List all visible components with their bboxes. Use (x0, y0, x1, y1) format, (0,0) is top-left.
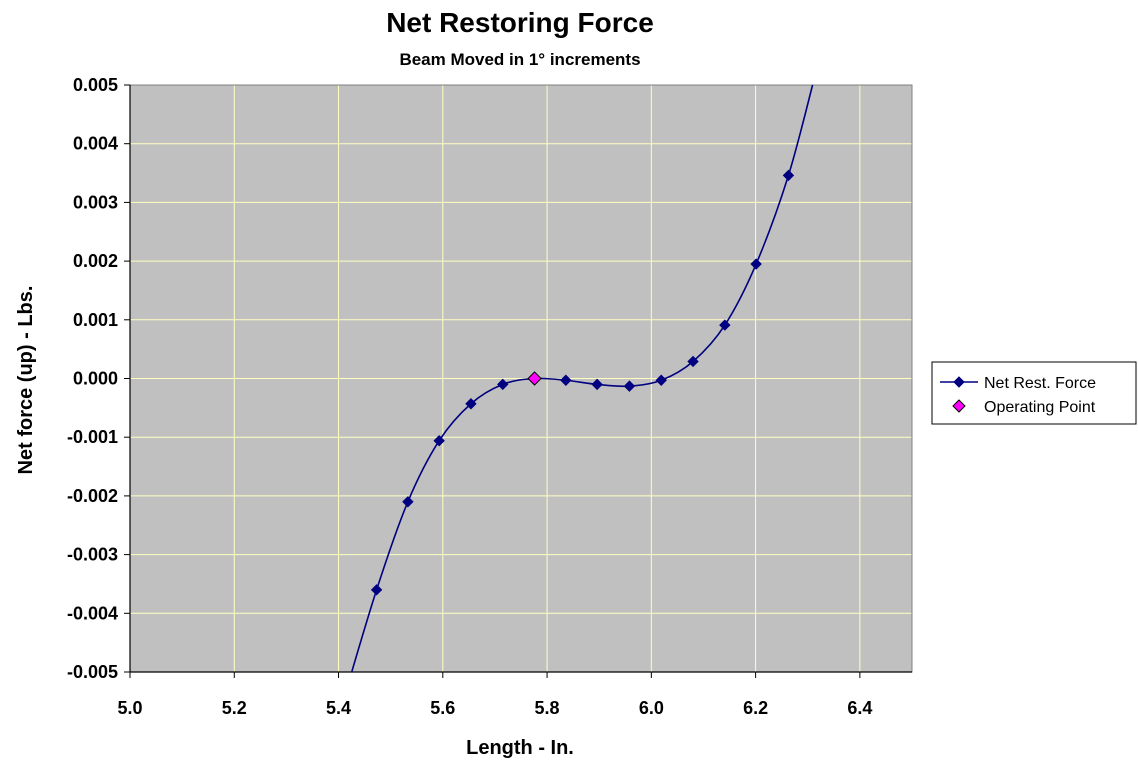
data-point-net-rest-force (497, 378, 509, 391)
data-point-net-rest-force (465, 398, 477, 410)
x-tick-label: 5.4 (326, 698, 351, 718)
y-tick-label: 0.000 (73, 369, 118, 389)
data-point-net-rest-force (402, 496, 414, 508)
legend-marker-net-rest-force (953, 376, 965, 388)
data-point-net-rest-force (782, 169, 795, 182)
y-tick-label: -0.005 (67, 662, 118, 682)
y-axis-label: Net force (up) - Lbs. (15, 286, 37, 475)
legend-label-operating-point: Operating Point (984, 399, 1096, 416)
y-tick-label: 0.004 (73, 134, 118, 154)
data-point-net-rest-force (750, 258, 762, 270)
y-tick-label: 0.001 (73, 310, 118, 330)
legend-marker-operating-point (952, 399, 966, 413)
y-tick-label: 0.003 (73, 192, 118, 212)
x-tick-label: 6.2 (743, 698, 768, 718)
data-point-net-rest-force (623, 380, 636, 392)
legend-box (931, 361, 1137, 425)
data-point-net-rest-force (591, 378, 603, 391)
y-tick-label: -0.002 (67, 486, 118, 506)
x-tick-label: 5.8 (535, 698, 560, 718)
data-point-net-rest-force (719, 319, 731, 331)
series-line-net-rest-force (350, 85, 814, 672)
y-tick-label: -0.004 (67, 603, 118, 623)
y-tick-label: 0.005 (73, 75, 118, 95)
x-tick-label: 5.6 (430, 698, 455, 718)
x-tick-label: 5.0 (117, 698, 142, 718)
y-tick-label: -0.003 (67, 545, 118, 565)
legend-label-net-rest-force: Net Rest. Force (984, 375, 1096, 392)
data-point-net-rest-force (433, 435, 445, 447)
data-point-net-rest-force (560, 374, 572, 386)
data-point-net-rest-force (687, 355, 699, 368)
y-tick-label: -0.001 (67, 427, 118, 447)
legend: Net Rest. Force Operating Point (931, 361, 1137, 425)
y-tick-label: 0.002 (73, 251, 118, 271)
chart-title: Net Restoring Force (386, 7, 654, 38)
x-axis-label: Length - In. (466, 737, 574, 759)
data-point-net-rest-force (370, 584, 383, 596)
x-tick-label: 5.2 (222, 698, 247, 718)
x-tick-label: 6.0 (639, 698, 664, 718)
chart-subtitle: Beam Moved in 1° increments (399, 50, 640, 69)
data-point-operating-point (527, 371, 542, 386)
x-tick-label: 6.4 (847, 698, 872, 718)
data-point-net-rest-force (655, 374, 667, 386)
plot-area: 5.0 5.2 5.4 5.6 5.8 6.0 6.2 6.4 0.005 0.004 0.003 0… (67, 75, 913, 718)
